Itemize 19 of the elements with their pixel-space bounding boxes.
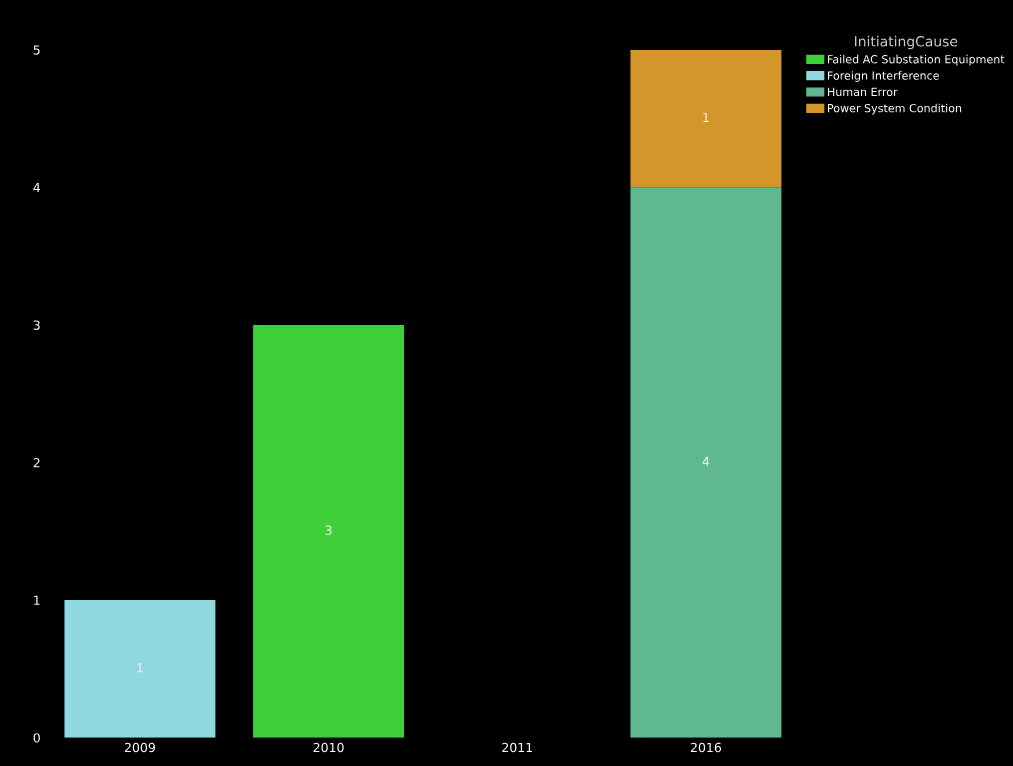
legend-title: InitiatingCause [855,35,958,50]
y-tick-label: 0 [33,733,40,743]
legend-label: Failed AC Substation Equipment [828,54,1005,66]
x-tick-label: 2011 [502,742,533,753]
y-tick-label: 2 [33,457,40,468]
data-label: 1 [703,112,709,123]
x-tick-label: 2009 [124,742,155,753]
x-tick-label: 2010 [313,742,344,753]
data-label: 4 [702,456,710,466]
x-tick-label: 2016 [690,742,722,753]
data-label: 1 [137,663,143,673]
y-tick-label: 3 [33,320,40,330]
legend-label: Power System Condition [828,103,962,115]
legend-label: Human Error [828,87,898,97]
y-tick-label: 1 [34,595,40,605]
y-tick-label: 4 [33,183,41,193]
data-label: 3 [325,525,332,535]
y-tick-label: 5 [33,45,40,55]
legend-label: Foreign Interference [828,71,939,82]
